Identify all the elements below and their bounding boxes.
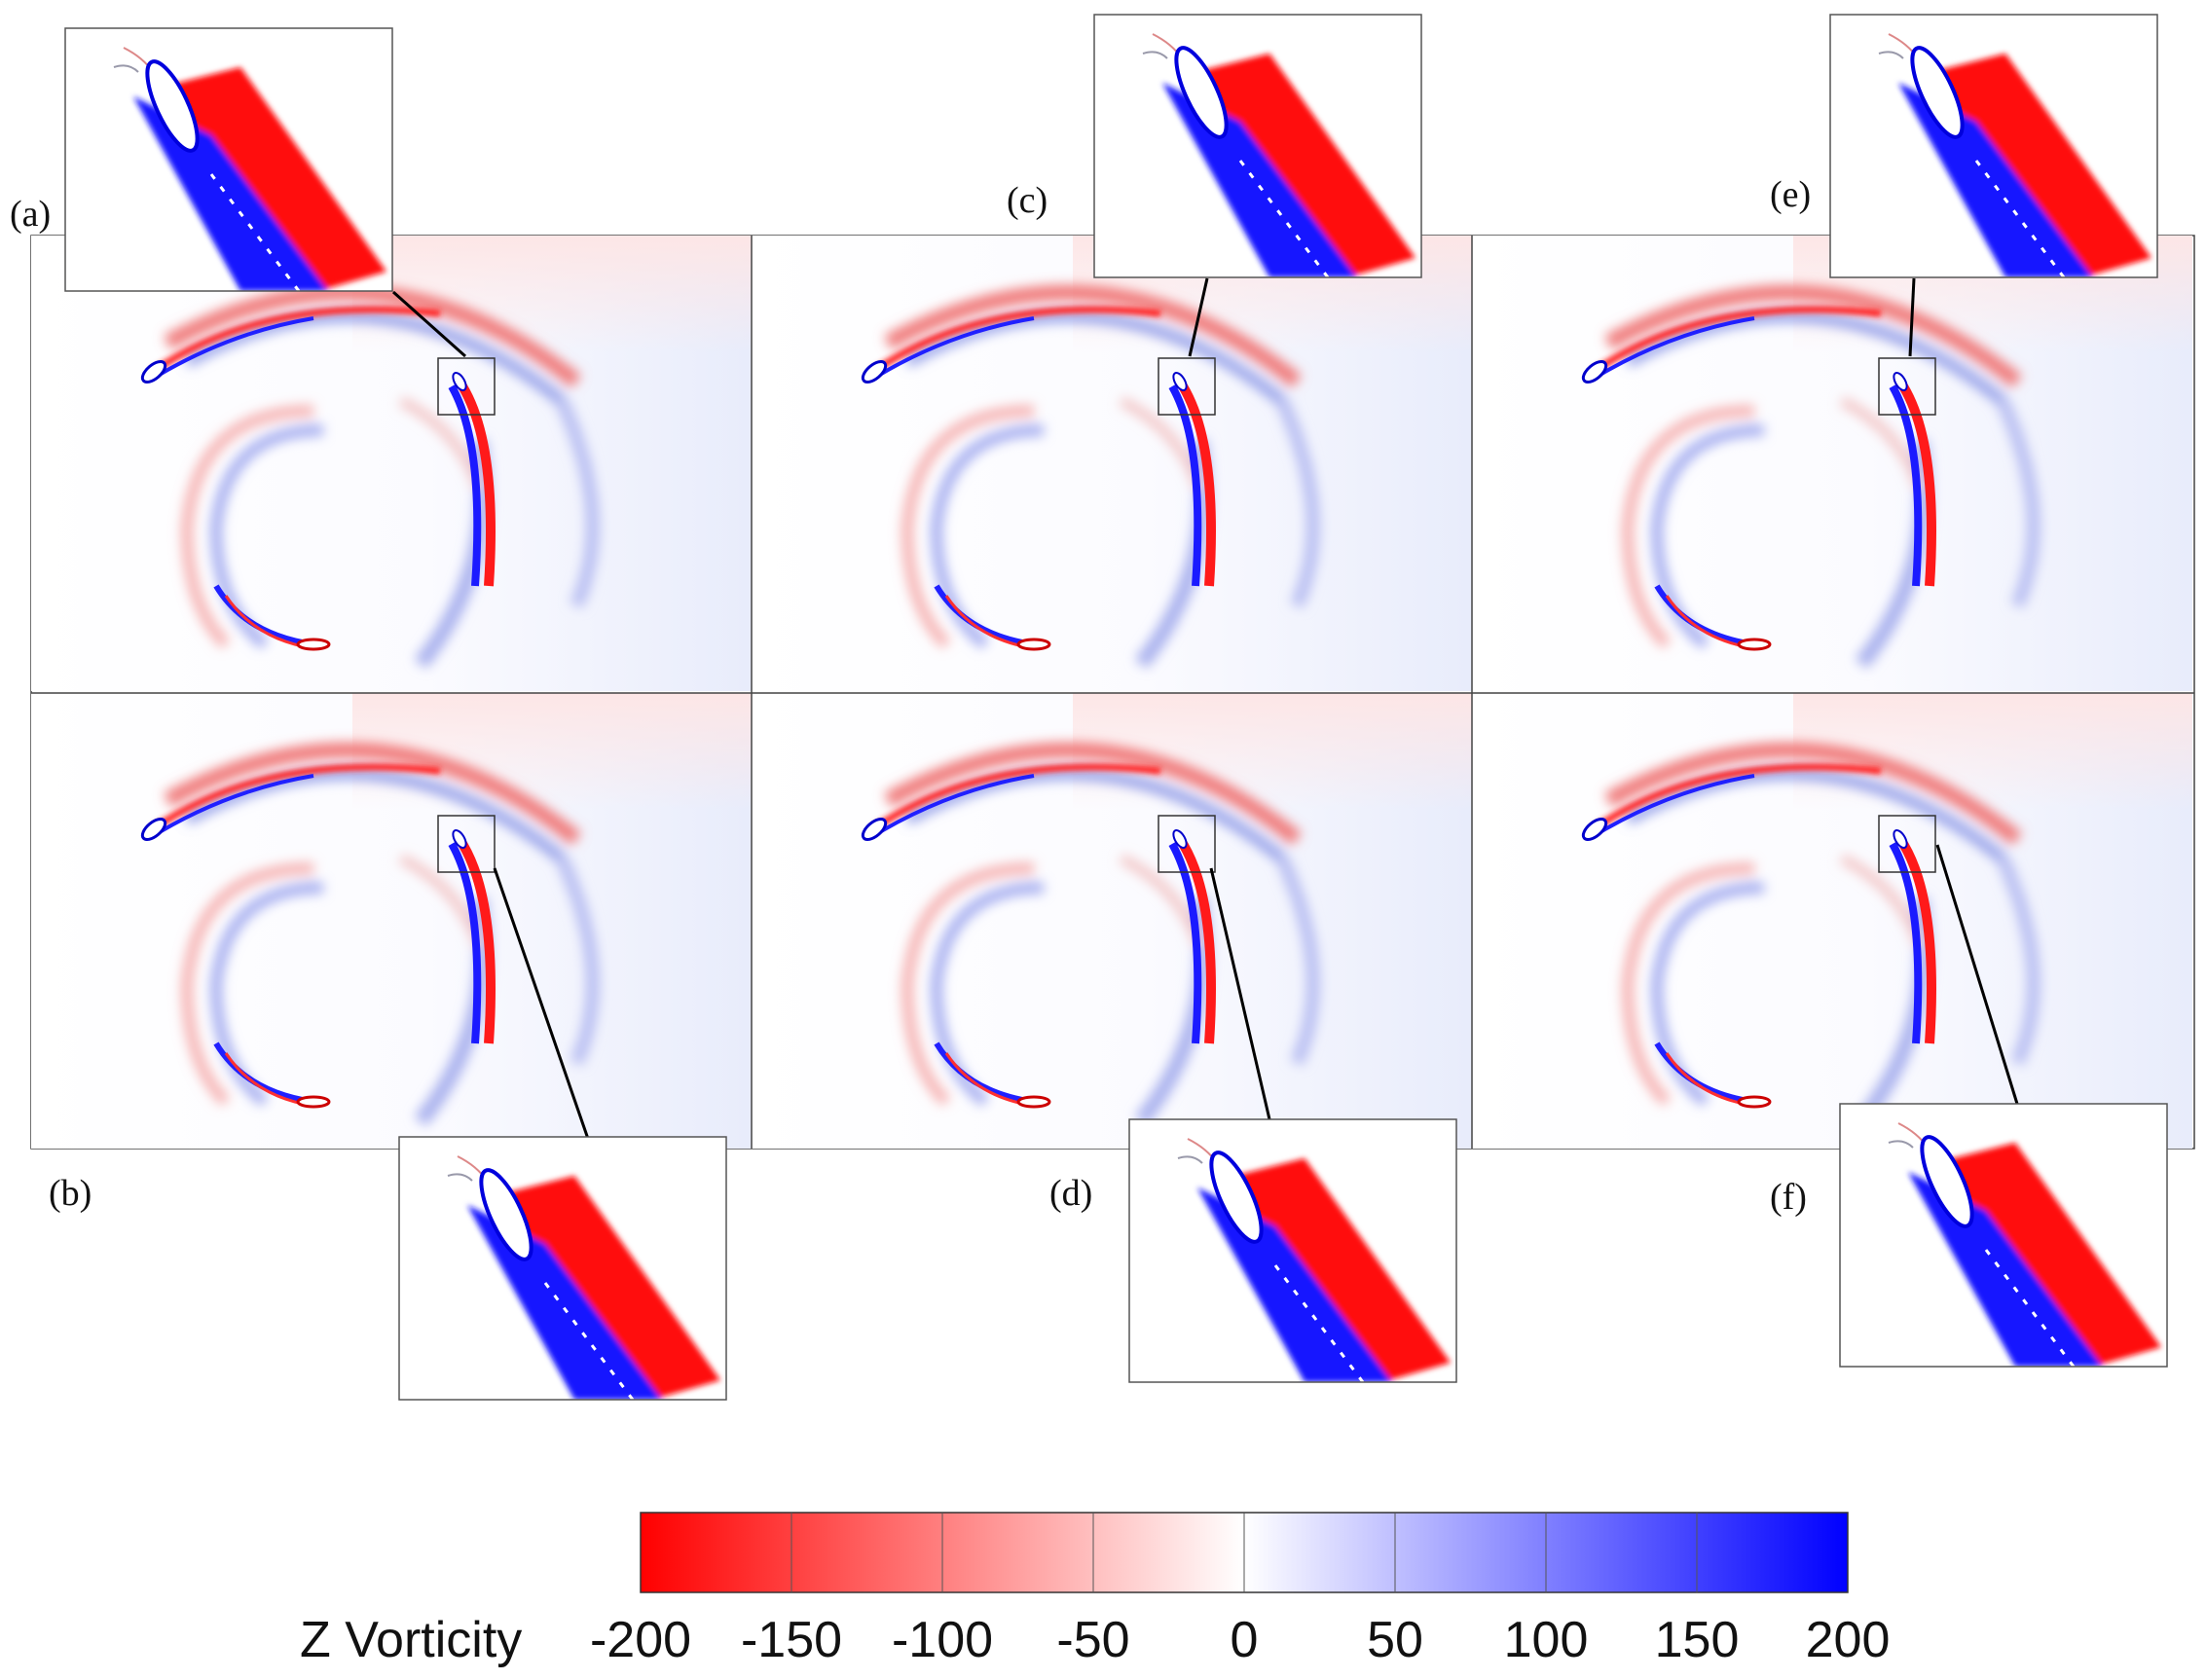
colorbar-tick: -50 (1056, 1612, 1129, 1668)
colorbar-tick: 150 (1655, 1612, 1740, 1668)
leader-line-a (392, 290, 466, 358)
colorbar: Z Vorticity -200 -150 -100 -50 0 50 100 … (300, 1512, 1891, 1668)
leader-line-d (1209, 867, 1271, 1120)
colorbar-tick: 200 (1806, 1612, 1891, 1668)
leader-line-f (1935, 844, 2019, 1105)
colorbar-tick: -100 (892, 1612, 993, 1668)
panel-e-field (1472, 236, 2192, 691)
panel-label-d: (d) (1049, 1173, 1092, 1214)
colorbar-tick: 100 (1504, 1612, 1589, 1668)
colorbar-tick: -200 (590, 1612, 691, 1668)
panel-a-field (31, 236, 752, 691)
inset-c (1093, 14, 1422, 278)
panel-label-e: (e) (1770, 174, 1811, 215)
leader-line-c (1188, 277, 1209, 357)
inset-b (398, 1136, 727, 1401)
panel-b-field (31, 693, 752, 1149)
inset-f (1839, 1103, 2168, 1368)
panel-d-field (752, 693, 1472, 1149)
panel-label-f: (f) (1770, 1177, 1807, 1218)
panel-f-field (1472, 693, 2192, 1149)
colorbar-dividers (790, 1513, 1698, 1592)
inset-e (1829, 14, 2158, 278)
colorbar-tick: -150 (741, 1612, 842, 1668)
panel-label-a: (a) (10, 194, 51, 235)
colorbar-title: Z Vorticity (300, 1612, 522, 1668)
leader-line-e (1908, 277, 1916, 357)
inset-a (64, 27, 393, 292)
panel-label-c: (c) (1007, 180, 1048, 221)
panel-label-b: (b) (49, 1173, 92, 1214)
leader-line-b (493, 867, 590, 1140)
colorbar-tick: 50 (1367, 1612, 1423, 1668)
inset-d (1128, 1118, 1457, 1383)
panel-c-field (752, 236, 1472, 691)
colorbar-tick: 0 (1231, 1612, 1259, 1668)
